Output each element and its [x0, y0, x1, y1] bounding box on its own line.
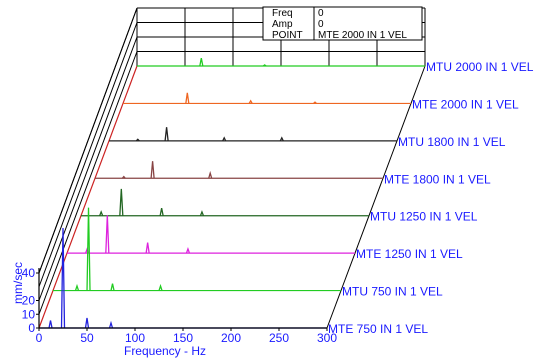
series-peak: [60, 227, 66, 329]
series-peak: [74, 283, 80, 291]
series-peak: [121, 175, 126, 179]
left-wall-gridline: [38, 51, 138, 315]
series-peak: [185, 246, 191, 254]
series-peak: [99, 210, 104, 216]
series-peak: [199, 58, 204, 67]
series-label: MTE 1250 IN 1 VEL: [356, 247, 463, 261]
x-tick-label: 100: [125, 331, 145, 345]
series-peak: [145, 242, 150, 254]
series-trace-group: MTE 2000 IN 1 VEL: [123, 92, 519, 111]
x-tick-label: 0: [36, 331, 43, 345]
series-trace-group: MTE 750 IN 1 VEL: [39, 227, 428, 336]
left-wall-gridline: [38, 22, 138, 287]
series-peak: [159, 207, 164, 216]
y-tick-label: 0: [28, 321, 35, 335]
series-label: MTE 750 IN 1 VEL: [328, 322, 428, 336]
x-tick-label: 200: [221, 331, 241, 345]
x-axis-title: Frequency - Hz: [124, 344, 206, 358]
series-peak: [105, 215, 110, 254]
series-label: MTU 2000 IN 1 VEL: [426, 60, 534, 74]
y-axis-title: mm/sec: [11, 262, 25, 304]
series-peak: [248, 99, 253, 104]
series-label: MTE 1800 IN 1 VEL: [384, 172, 491, 186]
series-label: MTU 1250 IN 1 VEL: [370, 210, 478, 224]
series-trace-group: MTU 750 IN 1 VEL: [53, 207, 443, 299]
series-label: MTE 2000 IN 1 VEL: [412, 97, 519, 111]
series-label: MTU 750 IN 1 VEL: [342, 285, 443, 299]
series-peak: [150, 161, 155, 179]
series-peak: [84, 317, 90, 329]
series-peak: [108, 320, 114, 329]
series-trace-group: MTE 1800 IN 1 VEL: [95, 161, 491, 186]
series-peak: [262, 64, 267, 67]
info-freq-label: Freq: [272, 8, 293, 19]
left-wall-top-edge: [38, 7, 138, 274]
info-box: Freq 0 Amp 0 POINT MTE 2000 IN 1 VEL: [262, 6, 423, 41]
info-amp-label: Amp: [272, 19, 293, 30]
series-peak: [164, 127, 169, 141]
series-peak: [110, 283, 115, 291]
series-trace-group: MTE 1250 IN 1 VEL: [67, 215, 463, 261]
series-peak: [208, 170, 213, 179]
series-peak: [222, 136, 227, 142]
right-depth-edge: [326, 65, 426, 329]
series-peak: [158, 283, 163, 291]
info-freq-value: 0: [318, 8, 324, 19]
series-peak: [313, 101, 317, 104]
series-trace-group: MTU 1250 IN 1 VEL: [81, 188, 478, 224]
x-tick-label: 300: [317, 331, 337, 345]
series-label: MTU 1800 IN 1 VEL: [398, 135, 506, 149]
x-tick-label: 150: [173, 331, 193, 345]
series-peak: [86, 207, 91, 291]
y-tick-label: 10: [22, 307, 36, 321]
left-wall-gridline: [38, 36, 138, 301]
info-box-frame: [262, 6, 423, 41]
series-peak: [279, 136, 284, 142]
series-peak: [119, 188, 124, 216]
info-point-label: POINT: [272, 30, 303, 41]
series-peak: [48, 320, 53, 329]
series-peak: [199, 210, 205, 216]
x-tick-label: 250: [269, 331, 289, 345]
series-trace-group: MTU 2000 IN 1 VEL: [137, 58, 534, 74]
y-tick-label: 20: [22, 294, 36, 308]
depth-axis-line: [38, 65, 138, 329]
info-point-value: MTE 2000 IN 1 VEL: [318, 30, 407, 41]
series-trace-group: MTU 1800 IN 1 VEL: [109, 127, 506, 149]
info-amp-value: 0: [318, 19, 324, 30]
series-peak: [185, 92, 190, 104]
x-tick-label: 50: [80, 331, 94, 345]
series-peak: [135, 138, 140, 142]
chart-grid: [38, 7, 426, 329]
series-traces: MTU 2000 IN 1 VEL MTE 2000 IN 1 VEL MTU 18…: [39, 58, 534, 336]
y-tick-label: 40: [22, 266, 36, 280]
